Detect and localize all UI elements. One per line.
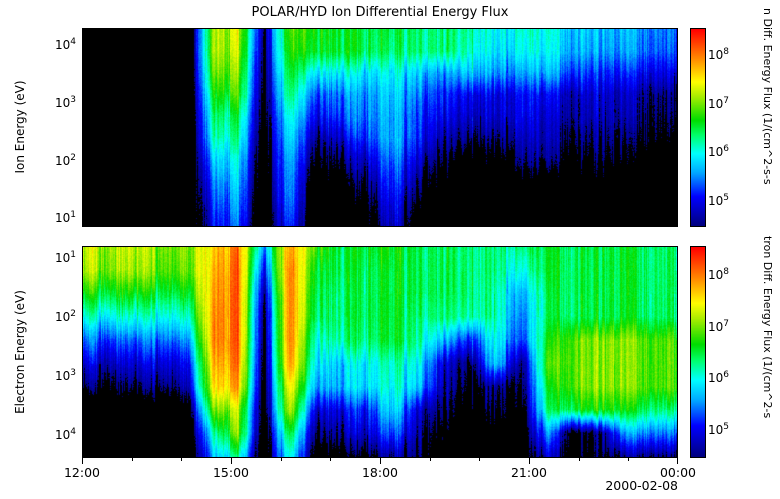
date-label: 2000-02-08 [605, 478, 678, 493]
electron-y-tick-labels: 101 102 103 104 [40, 246, 79, 458]
x-minor-tick [281, 458, 282, 461]
electron-spectrogram-canvas [83, 247, 677, 457]
x-minor-tick [579, 458, 580, 461]
y-tick-label: 103 [54, 95, 76, 111]
x-tick-label: 00:00 [659, 465, 697, 480]
x-minor-tick [330, 458, 331, 461]
x-tick-label: 18:00 [361, 465, 399, 480]
y-tick-label: 102 [54, 152, 76, 168]
electron-y-axis-label: Electron Energy (eV) [13, 290, 27, 414]
ion-spectrogram-panel [82, 28, 678, 227]
electron-colorbar-canvas [691, 247, 705, 457]
colorbar-tick-label: 107 [708, 318, 730, 334]
colorbar-tick-label: 105 [708, 421, 730, 437]
ion-colorbar [690, 28, 706, 227]
electron-colorbar-tick-labels: 108 107 106 105 [708, 246, 754, 458]
x-tick-label: 12:00 [63, 465, 101, 480]
y-tick-label: 101 [54, 249, 76, 265]
x-minor-tick [479, 458, 480, 461]
ion-colorbar-tick-labels: 108 107 106 105 [708, 28, 754, 227]
time-axis: 12:00 15:00 18:00 21:00 00:00 [64, 458, 696, 498]
x-major-tick [677, 458, 678, 464]
x-minor-tick [132, 458, 133, 461]
ion-spectrogram-canvas [83, 29, 677, 226]
x-major-tick [231, 458, 232, 464]
colorbar-tick-label: 108 [708, 47, 730, 63]
y-tick-label: 102 [54, 308, 76, 324]
x-tick-label: 15:00 [212, 465, 250, 480]
electron-colorbar [690, 246, 706, 458]
x-major-tick [529, 458, 530, 464]
colorbar-tick-label: 106 [708, 144, 730, 160]
x-minor-tick [181, 458, 182, 461]
ion-colorbar-canvas [691, 29, 705, 226]
y-tick-label: 103 [54, 367, 76, 383]
x-major-tick [82, 458, 83, 464]
x-tick-label: 21:00 [510, 465, 548, 480]
y-tick-label: 101 [54, 210, 76, 226]
electron-spectrogram-panel [82, 246, 678, 458]
colorbar-tick-label: 105 [708, 192, 730, 208]
figure-title: POLAR/HYD Ion Differential Energy Flux [251, 5, 509, 20]
y-tick-label: 104 [54, 37, 76, 53]
colorbar-tick-label: 106 [708, 370, 730, 386]
x-minor-tick [628, 458, 629, 461]
colorbar-tick-label: 107 [708, 95, 730, 111]
x-minor-tick [430, 458, 431, 461]
x-major-tick [380, 458, 381, 464]
colorbar-tick-label: 108 [708, 266, 730, 282]
ion-y-tick-labels: 104 103 102 101 [40, 28, 79, 227]
ion-colorbar-axis-label: n Diff. Energy Flux (1/(cm^2-s-s [761, 8, 774, 185]
ion-y-axis-label: Ion Energy (eV) [13, 80, 27, 174]
electron-colorbar-axis-label: tron Diff. Energy Flux (1/(cm^2-s [761, 236, 774, 419]
y-tick-label: 104 [54, 426, 76, 442]
